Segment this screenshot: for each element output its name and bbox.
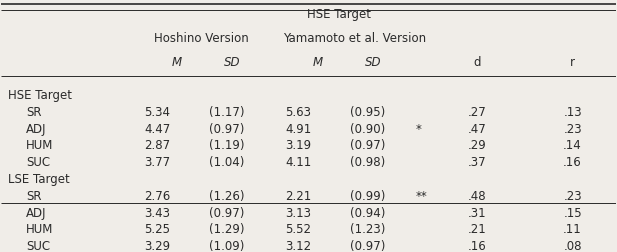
Text: .23: .23 bbox=[563, 190, 582, 203]
Text: LSE Target: LSE Target bbox=[7, 173, 69, 186]
Text: .11: .11 bbox=[563, 223, 582, 236]
Text: (1.26): (1.26) bbox=[209, 190, 244, 203]
Text: 3.77: 3.77 bbox=[144, 156, 170, 169]
Text: 5.25: 5.25 bbox=[144, 223, 170, 236]
Text: 3.12: 3.12 bbox=[286, 240, 312, 252]
Text: Yamamoto et al. Version: Yamamoto et al. Version bbox=[283, 32, 426, 45]
Text: (1.29): (1.29) bbox=[209, 223, 244, 236]
Text: .15: .15 bbox=[563, 207, 582, 219]
Text: 3.43: 3.43 bbox=[144, 207, 170, 219]
Text: (1.19): (1.19) bbox=[209, 139, 244, 152]
Text: ADJ: ADJ bbox=[26, 122, 46, 136]
Text: (1.17): (1.17) bbox=[209, 106, 244, 119]
Text: (0.94): (0.94) bbox=[350, 207, 385, 219]
Text: SR: SR bbox=[26, 190, 41, 203]
Text: .08: .08 bbox=[563, 240, 582, 252]
Text: 4.11: 4.11 bbox=[285, 156, 312, 169]
Text: SD: SD bbox=[223, 56, 240, 70]
Text: (0.99): (0.99) bbox=[350, 190, 385, 203]
Text: d: d bbox=[474, 56, 481, 70]
Text: (1.04): (1.04) bbox=[209, 156, 244, 169]
Text: (1.09): (1.09) bbox=[209, 240, 244, 252]
Text: SUC: SUC bbox=[26, 240, 50, 252]
Text: .47: .47 bbox=[468, 122, 487, 136]
Text: 4.91: 4.91 bbox=[285, 122, 312, 136]
Text: HUM: HUM bbox=[26, 223, 53, 236]
Text: SUC: SUC bbox=[26, 156, 50, 169]
Text: SD: SD bbox=[365, 56, 381, 70]
Text: 4.47: 4.47 bbox=[144, 122, 170, 136]
Text: M: M bbox=[313, 56, 323, 70]
Text: .21: .21 bbox=[468, 223, 487, 236]
Text: SR: SR bbox=[26, 106, 41, 119]
Text: 2.87: 2.87 bbox=[144, 139, 170, 152]
Text: **: ** bbox=[416, 190, 428, 203]
Text: 2.21: 2.21 bbox=[285, 190, 312, 203]
Text: 3.29: 3.29 bbox=[144, 240, 170, 252]
Text: 5.34: 5.34 bbox=[144, 106, 170, 119]
Text: .14: .14 bbox=[563, 139, 582, 152]
Text: 5.63: 5.63 bbox=[286, 106, 312, 119]
Text: ADJ: ADJ bbox=[26, 207, 46, 219]
Text: HSE Target: HSE Target bbox=[307, 8, 371, 21]
Text: 3.13: 3.13 bbox=[286, 207, 312, 219]
Text: .16: .16 bbox=[563, 156, 582, 169]
Text: (0.97): (0.97) bbox=[350, 139, 385, 152]
Text: .23: .23 bbox=[563, 122, 582, 136]
Text: (0.97): (0.97) bbox=[209, 122, 244, 136]
Text: 3.19: 3.19 bbox=[286, 139, 312, 152]
Text: *: * bbox=[416, 122, 422, 136]
Text: (0.95): (0.95) bbox=[350, 106, 385, 119]
Text: r: r bbox=[570, 56, 575, 70]
Text: (0.90): (0.90) bbox=[350, 122, 385, 136]
Text: 5.52: 5.52 bbox=[286, 223, 312, 236]
Text: M: M bbox=[172, 56, 181, 70]
Text: .13: .13 bbox=[563, 106, 582, 119]
Text: HSE Target: HSE Target bbox=[7, 89, 72, 102]
Text: .16: .16 bbox=[468, 240, 487, 252]
Text: 2.76: 2.76 bbox=[144, 190, 170, 203]
Text: .48: .48 bbox=[468, 190, 487, 203]
Text: .27: .27 bbox=[468, 106, 487, 119]
Text: HUM: HUM bbox=[26, 139, 53, 152]
Text: (1.23): (1.23) bbox=[350, 223, 385, 236]
Text: .29: .29 bbox=[468, 139, 487, 152]
Text: (0.98): (0.98) bbox=[350, 156, 385, 169]
Text: .37: .37 bbox=[468, 156, 487, 169]
Text: .31: .31 bbox=[468, 207, 487, 219]
Text: Hoshino Version: Hoshino Version bbox=[154, 32, 249, 45]
Text: (0.97): (0.97) bbox=[350, 240, 385, 252]
Text: (0.97): (0.97) bbox=[209, 207, 244, 219]
